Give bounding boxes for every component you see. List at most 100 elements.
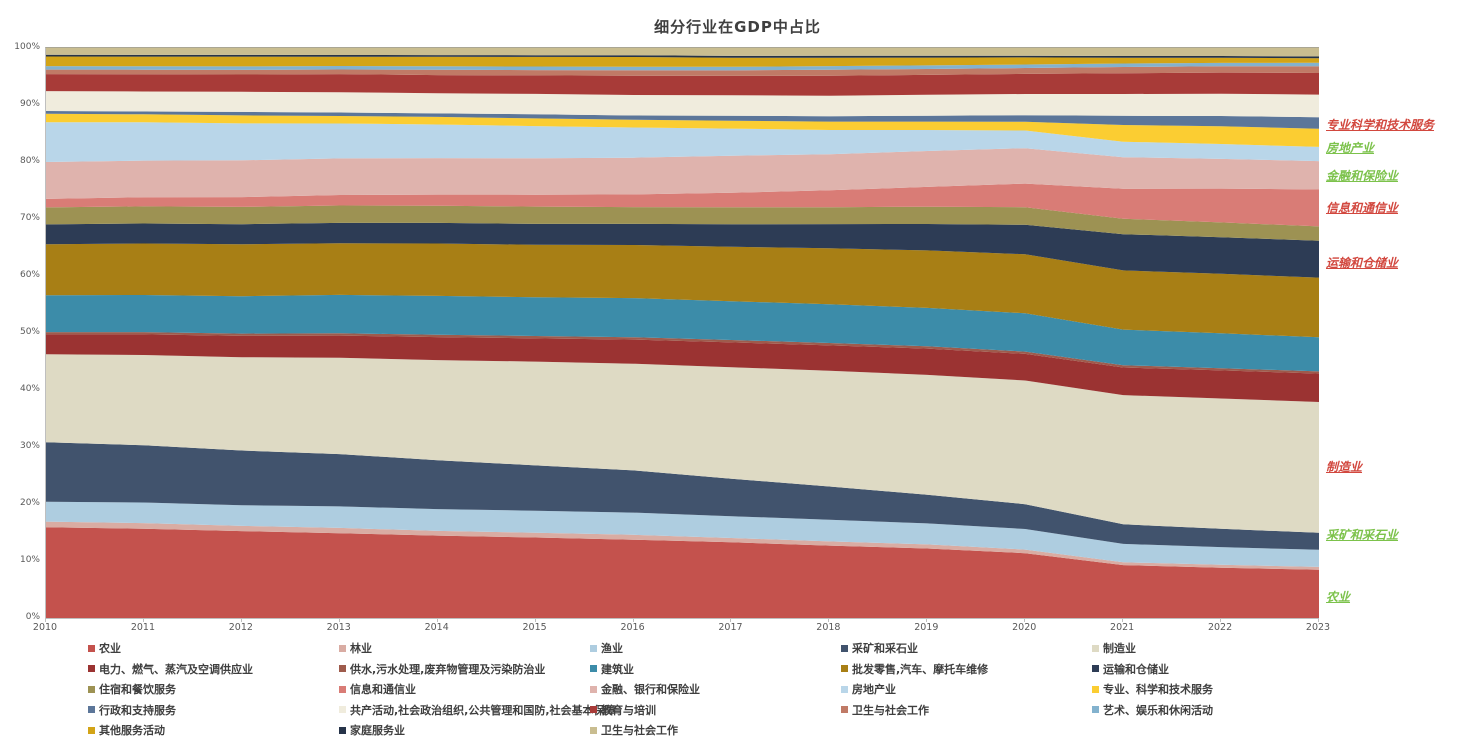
x-axis-label: 2013 — [326, 622, 351, 633]
legend-item: 批发零售,汽车、摩托车维修 — [841, 662, 988, 676]
legend-item: 建筑业 — [590, 662, 634, 676]
legend-item: 卫生与社会工作 — [841, 703, 929, 717]
area-series-12 — [46, 148, 1319, 199]
right-annotation: 专业科学和技术服务 — [1326, 117, 1435, 132]
area-series-15 — [46, 111, 1319, 129]
legend-item: 农业 — [88, 641, 121, 655]
x-axis-tick — [142, 618, 144, 622]
legend-marker-icon — [841, 665, 848, 672]
x-axis-tick — [1024, 618, 1026, 622]
legend-item: 专业、科学和技术服务 — [1092, 682, 1213, 696]
legend-label: 农业 — [99, 642, 121, 655]
legend-label: 信息和通信业 — [350, 683, 416, 696]
legend-label: 运输和仓储业 — [1103, 662, 1169, 676]
stacked-area-svg — [46, 48, 1319, 618]
legend-label: 卫生与社会工作 — [601, 724, 678, 737]
area-series-10 — [46, 205, 1319, 241]
legend-label: 制造业 — [1103, 642, 1136, 655]
legend-label: 渔业 — [601, 642, 623, 655]
legend-item: 采矿和采石业 — [841, 641, 918, 655]
area-series-11 — [46, 183, 1319, 227]
legend-marker-icon — [88, 706, 95, 713]
legend-marker-icon — [339, 726, 346, 734]
legend-label: 建筑业 — [601, 662, 634, 676]
x-axis-label: 2021 — [1110, 622, 1135, 633]
x-axis-tick — [926, 618, 928, 622]
right-annotation: 农业 — [1326, 590, 1351, 605]
legend-marker-icon — [590, 706, 597, 713]
legend-marker-icon — [339, 644, 346, 652]
x-axis-label: 2017 — [718, 622, 743, 633]
legend-marker-icon — [590, 644, 597, 652]
x-axis-label: 2014 — [424, 622, 449, 633]
plot-area — [45, 47, 1319, 619]
legend-label: 采矿和采石业 — [852, 642, 918, 655]
legend-label: 家庭服务业 — [350, 724, 405, 737]
x-axis-label: 2018 — [816, 622, 841, 633]
x-axis-tick — [828, 618, 830, 622]
legend-marker-icon — [1092, 706, 1099, 713]
legend-marker-icon — [88, 665, 95, 672]
y-axis-label: 20% — [19, 498, 40, 508]
legend-item: 供水,污水处理,废弃物管理及污染防治业 — [339, 662, 545, 676]
legend-item: 行政和支持服务 — [88, 703, 176, 717]
x-axis-tick — [632, 618, 634, 622]
legend-label: 房地产业 — [852, 683, 896, 696]
area-series-20 — [46, 56, 1319, 67]
legend-marker-icon — [841, 644, 848, 652]
legend-label: 教育与培训 — [601, 703, 656, 717]
area-series-1 — [46, 521, 1319, 570]
legend-item: 共产活动,社会政治组织,公共管理和国防,社会基本保障 — [339, 703, 616, 717]
legend-marker-icon — [88, 685, 95, 693]
x-axis-label: 2010 — [32, 622, 58, 633]
legend-label: 共产活动,社会政治组织,公共管理和国防,社会基本保障 — [350, 703, 616, 717]
x-axis-tick — [45, 618, 46, 622]
legend-marker-icon — [590, 665, 597, 672]
y-axis-label: 40% — [19, 384, 40, 394]
x-axis-label: 2016 — [620, 622, 645, 633]
area-series-5 — [46, 334, 1319, 402]
area-series-18 — [46, 66, 1319, 76]
legend-marker-icon — [841, 706, 848, 713]
y-axis-label: 60% — [19, 270, 40, 280]
legend-label: 行政和支持服务 — [99, 703, 176, 717]
x-axis-label: 2019 — [914, 622, 939, 633]
legend-marker-icon — [339, 665, 346, 672]
x-axis-tick — [436, 618, 438, 622]
x-axis-tick — [1318, 618, 1319, 622]
legend-item: 教育与培训 — [590, 703, 656, 717]
y-axis-label: 80% — [19, 156, 40, 166]
legend-item: 电力、燃气、蒸汽及空调供应业 — [88, 662, 253, 676]
chart-title: 细分行业在GDP中占比 — [654, 18, 821, 36]
x-axis-label: 2012 — [228, 622, 253, 633]
legend-item: 渔业 — [590, 641, 623, 655]
area-series-7 — [46, 294, 1319, 372]
x-axis-tick — [1220, 618, 1222, 622]
legend-marker-icon — [339, 706, 346, 713]
legend-label: 供水,污水处理,废弃物管理及污染防治业 — [350, 662, 546, 676]
right-annotation: 房地产业 — [1326, 140, 1375, 155]
area-series-21 — [46, 54, 1319, 59]
legend-item: 林业 — [339, 641, 372, 655]
right-annotation: 运输和仓储业 — [1326, 256, 1399, 271]
area-series-3 — [46, 442, 1319, 550]
x-axis-label: 2015 — [522, 622, 547, 633]
x-axis-tick — [1122, 618, 1124, 622]
legend-item: 住宿和餐饮服务 — [88, 682, 176, 696]
area-series-22 — [46, 48, 1319, 57]
legend-label: 批发零售,汽车、摩托车维修 — [852, 662, 989, 676]
legend-item: 运输和仓储业 — [1092, 662, 1169, 676]
y-axis-label: 100% — [14, 42, 40, 52]
legend-label: 专业、科学和技术服务 — [1103, 683, 1213, 696]
legend-item: 制造业 — [1092, 641, 1136, 655]
legend-item: 卫生与社会工作 — [590, 723, 678, 737]
area-series-16 — [46, 91, 1319, 118]
legend-label: 其他服务活动 — [99, 724, 165, 737]
area-series-4 — [46, 354, 1319, 533]
legend-item: 房地产业 — [841, 682, 896, 696]
right-annotation: 信息和通信业 — [1326, 200, 1399, 215]
legend-item: 信息和通信业 — [339, 682, 416, 696]
x-axis-tick — [730, 618, 732, 622]
area-series-19 — [46, 62, 1319, 71]
